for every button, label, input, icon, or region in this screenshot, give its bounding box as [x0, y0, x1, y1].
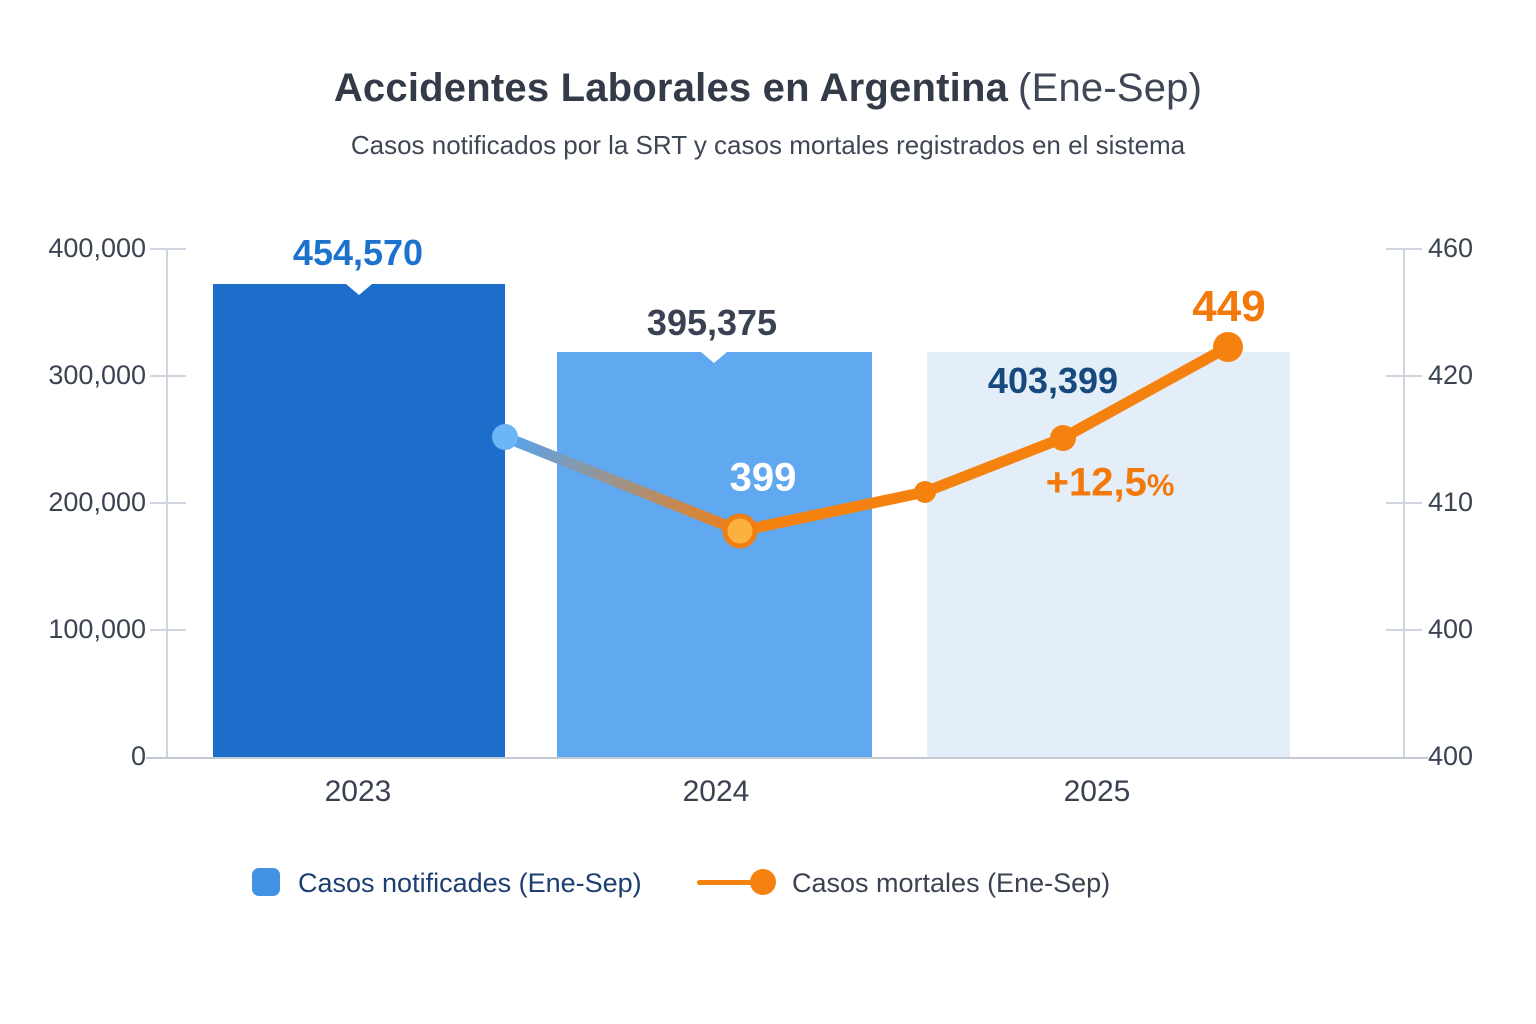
bar-value-label-2025: 403,399	[987, 360, 1119, 401]
bar-notch	[701, 352, 727, 363]
bar-2024	[557, 352, 872, 757]
left-axis-tick	[150, 375, 186, 377]
legend-line-swatch	[697, 880, 763, 885]
line-value-label-2025: 449	[1192, 282, 1266, 331]
line-value-label-2024: 399	[729, 455, 797, 500]
y-axis-right-tick-label: 400	[1428, 741, 1474, 771]
left-axis-tick	[150, 502, 186, 504]
left-axis-tick	[150, 248, 186, 250]
x-axis-label-2023: 2023	[324, 775, 392, 808]
left-axis-tick	[150, 629, 186, 631]
right-axis-tick	[1386, 375, 1422, 377]
y-axis-left-tick-label: 300,000	[48, 360, 146, 390]
bar-value-label-2024: 395,375	[646, 302, 778, 343]
legend-bar-swatch	[252, 868, 280, 896]
legend-line-dot	[750, 869, 776, 895]
line-change-value: +12,5	[1045, 460, 1147, 505]
bar-notch	[346, 284, 372, 295]
bar-2025	[927, 352, 1290, 757]
chart-title-suffix: (Ene-Sep)	[1018, 66, 1203, 110]
right-axis-tick	[1386, 502, 1422, 504]
y-axis-right-tick-label: 420	[1428, 360, 1474, 390]
legend-bar-label: Casos notificades (Ene-Sep)	[298, 868, 642, 898]
y-axis-left-tick-label: 400,000	[48, 233, 146, 263]
y-axis-right-tick-label: 400	[1428, 614, 1474, 644]
legend-line-label: Casos mortales (Ene-Sep)	[792, 868, 1111, 898]
x-axis-label-2024: 2024	[682, 775, 750, 808]
chart-subtitle: Casos notificados por la SRT y casos mor…	[350, 130, 1186, 160]
chart-title-main: Accidentes Laborales en Argentina	[333, 66, 1009, 110]
line-change-percent-sign: %	[1146, 467, 1175, 503]
bar-value-label-2023: 454,570	[292, 232, 424, 273]
y-axis-left-tick-label: 200,000	[48, 487, 146, 517]
x-axis-line	[146, 757, 1428, 759]
bar-2023	[213, 284, 505, 757]
right-axis-tick	[1386, 629, 1422, 631]
right-axis-tick	[1386, 248, 1422, 250]
y-axis-right-tick-label: 460	[1428, 233, 1474, 263]
y-axis-left-tick-label: 0	[130, 741, 146, 771]
y-axis-left-tick-label: 100,000	[48, 614, 146, 644]
x-axis-label-2025: 2025	[1063, 775, 1131, 808]
line-change-annotation: +12,5%	[1046, 461, 1175, 506]
y-axis-right-tick-label: 410	[1428, 487, 1474, 517]
chart-title: Accidentes Laborales en Argentina (Ene-Se…	[0, 66, 1536, 111]
